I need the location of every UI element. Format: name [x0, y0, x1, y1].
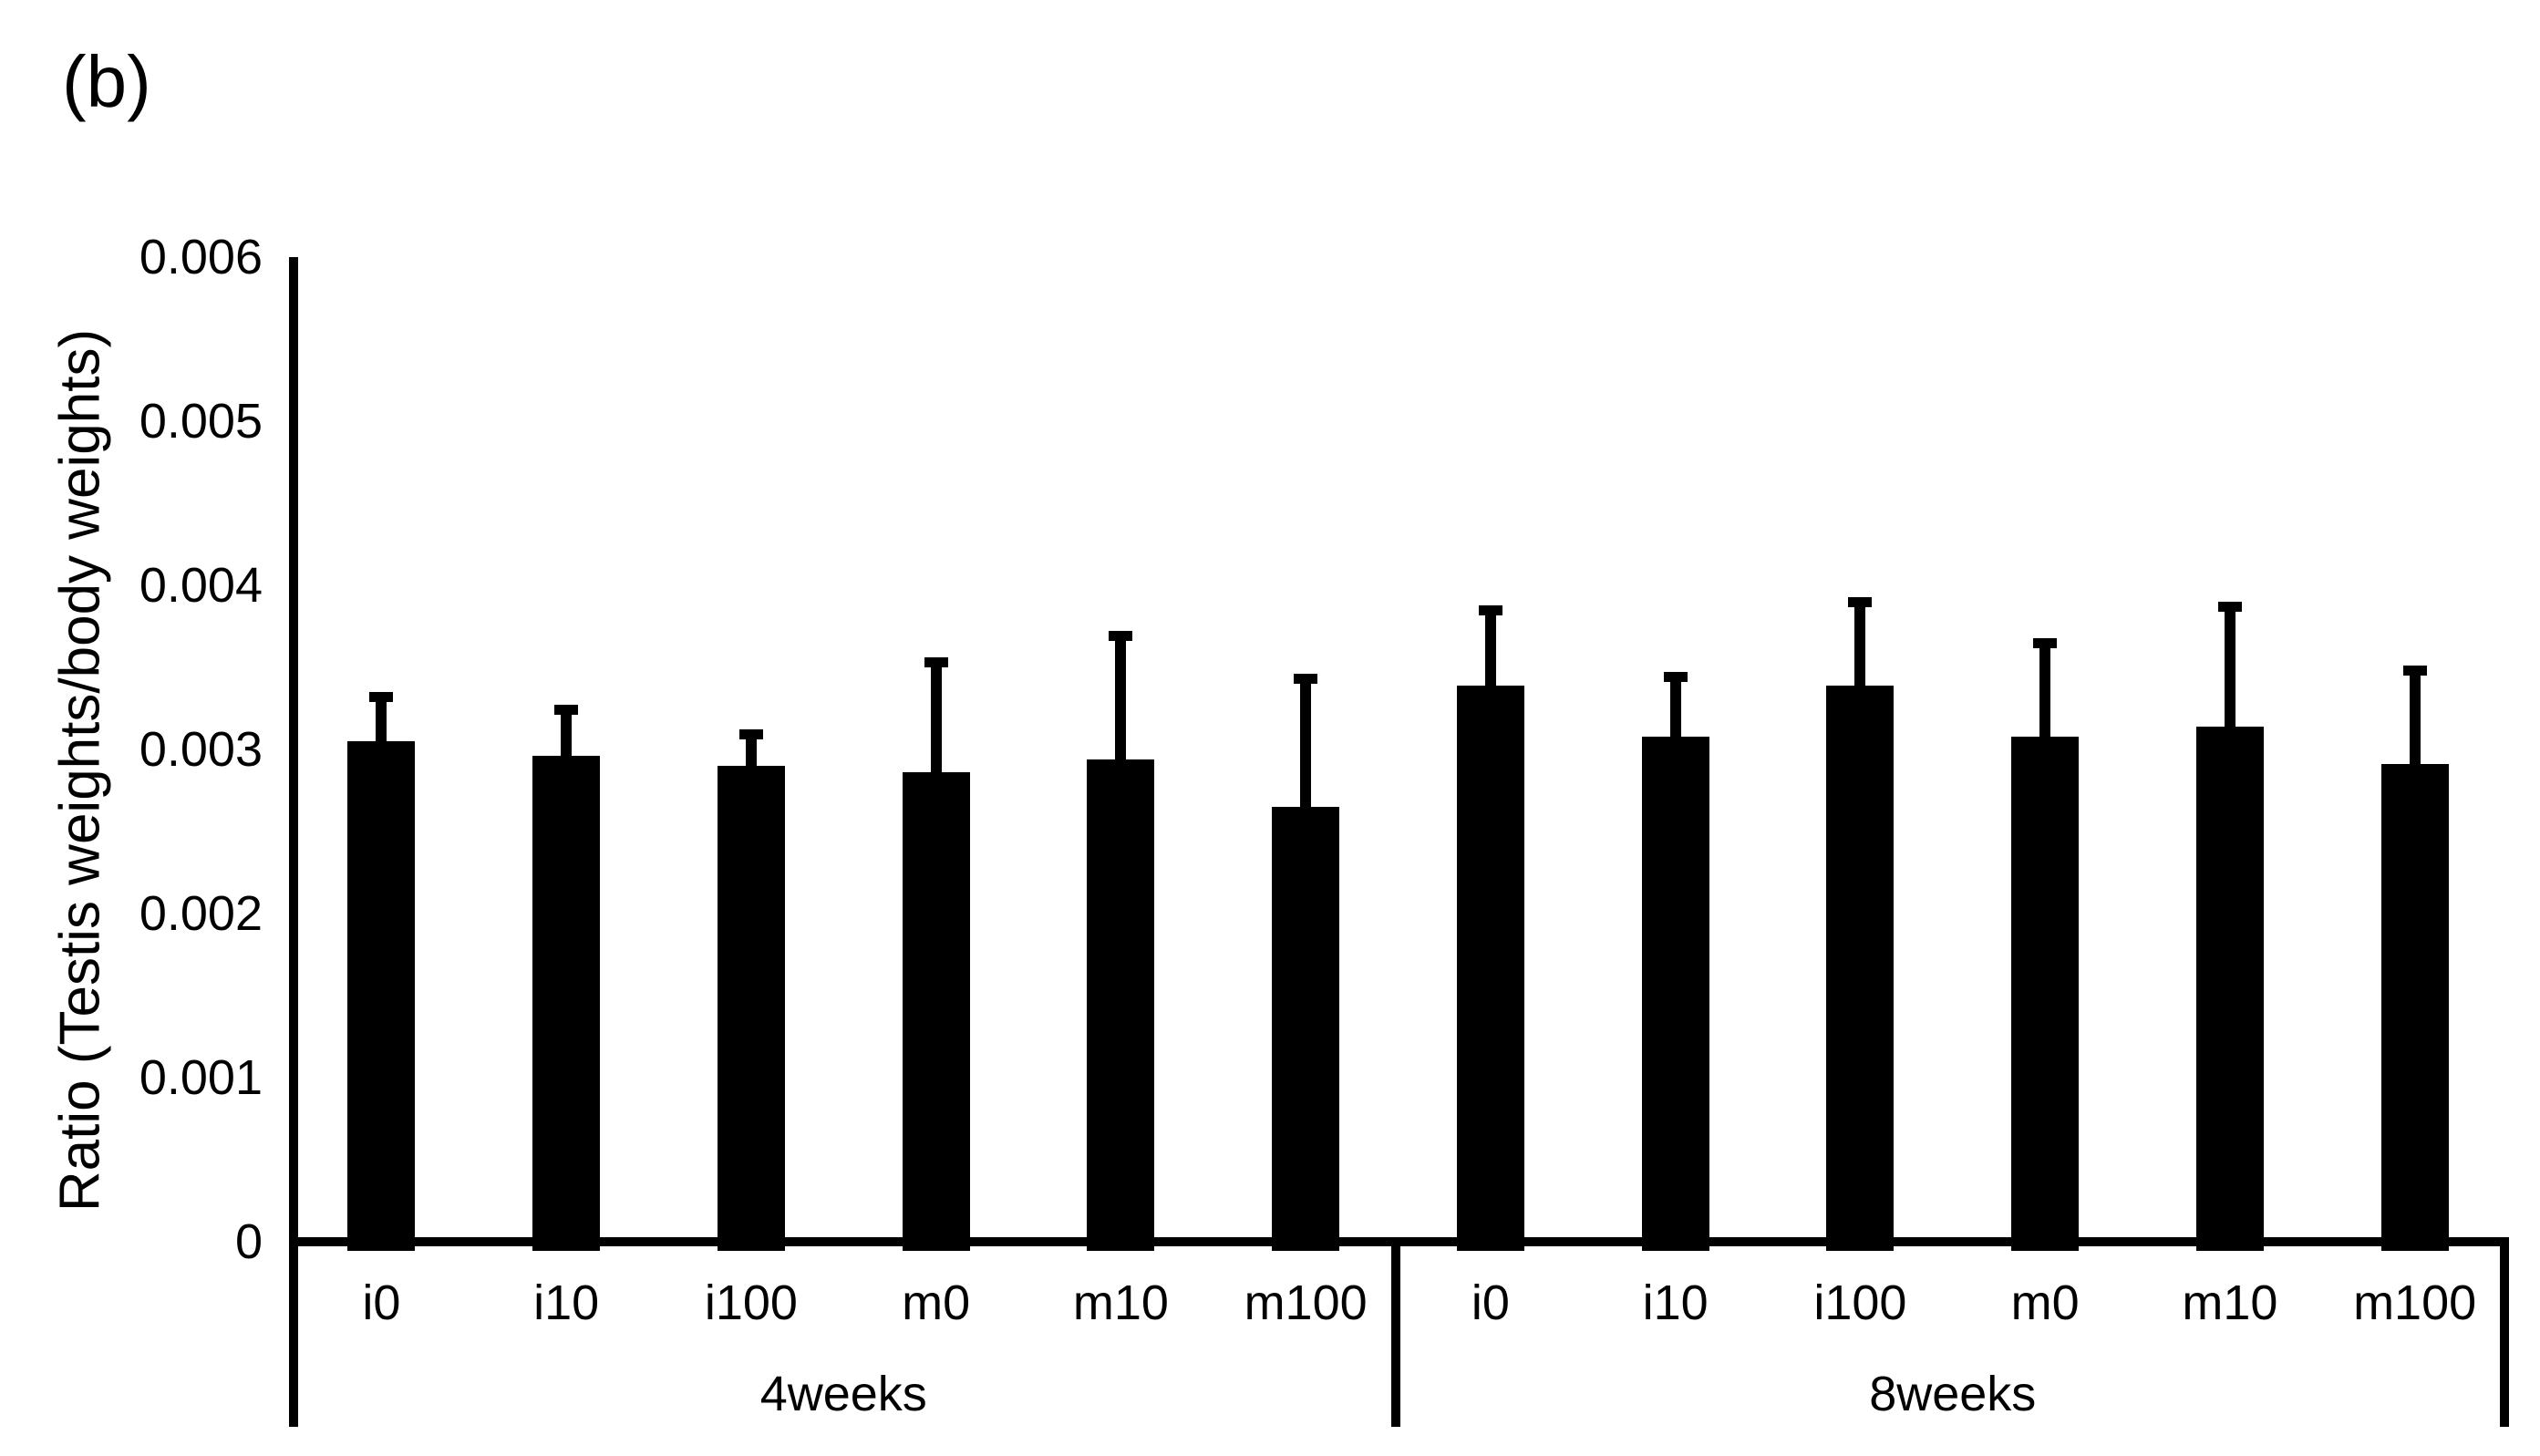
error-bar-cap	[1109, 631, 1133, 642]
error-bar-cap	[1294, 674, 1318, 685]
x-category-label: i100	[704, 1275, 798, 1330]
bar	[902, 772, 970, 1251]
y-tick-label: 0.006	[139, 230, 263, 284]
bar	[717, 766, 785, 1251]
y-tick-label: 0.005	[139, 394, 263, 449]
group-bracket-tick	[2500, 1237, 2509, 1427]
error-bar-stem	[1115, 631, 1127, 763]
bar	[2011, 736, 2080, 1251]
x-category-label: m100	[1244, 1275, 1368, 1330]
bar	[1456, 685, 1524, 1251]
error-bar-cap	[924, 657, 948, 668]
error-bar-stem	[1300, 674, 1312, 811]
error-bar-stem	[2039, 637, 2051, 740]
error-bar-cap	[2402, 666, 2427, 676]
x-category-label: m0	[2010, 1275, 2080, 1330]
error-bar-cap	[1848, 596, 1873, 607]
error-bar-stem	[930, 657, 942, 777]
bar	[2380, 764, 2449, 1251]
error-bar-cap	[738, 729, 763, 740]
error-bar-stem	[1854, 596, 1866, 689]
error-bar-cap	[2217, 602, 2242, 612]
error-bar-stem	[2409, 666, 2421, 769]
y-axis-line	[289, 257, 298, 1427]
group-label: 4weeks	[759, 1367, 927, 1421]
error-bar-cap	[2033, 637, 2058, 648]
x-category-label: i0	[1471, 1275, 1510, 1330]
panel-label: (b)	[62, 41, 151, 122]
x-category-label: m10	[1072, 1275, 1169, 1330]
x-category-label: i10	[533, 1275, 600, 1330]
error-bar-stem	[376, 692, 387, 745]
x-category-label: i10	[1642, 1275, 1709, 1330]
error-bar-stem	[2224, 602, 2235, 730]
y-tick-label: 0.004	[139, 558, 263, 613]
x-category-label: m0	[902, 1275, 971, 1330]
x-category-label: m10	[2182, 1275, 2278, 1330]
y-tick-label: 0.003	[139, 722, 263, 777]
error-bar-cap	[1663, 672, 1688, 683]
y-tick-label: 0	[234, 1214, 263, 1269]
bar	[347, 741, 416, 1251]
error-bar-stem	[561, 705, 573, 760]
y-tick-label: 0.002	[139, 886, 263, 941]
bar	[1087, 759, 1155, 1251]
group-label: 8weeks	[1869, 1367, 2037, 1421]
bar	[1641, 736, 1709, 1251]
x-category-label: m100	[2353, 1275, 2477, 1330]
group-bracket-tick	[1390, 1237, 1400, 1427]
x-category-label: i0	[362, 1275, 401, 1330]
error-bar-cap	[554, 705, 579, 716]
error-bar-cap	[369, 692, 394, 702]
y-tick-label: 0.001	[139, 1050, 263, 1105]
bar	[1826, 685, 1895, 1251]
bar	[1272, 807, 1340, 1251]
error-bar-stem	[1669, 672, 1681, 740]
error-bar-stem	[1484, 604, 1496, 689]
bar	[532, 756, 601, 1251]
x-category-label: i100	[1813, 1275, 1907, 1330]
error-bar-cap	[1478, 604, 1502, 615]
bar	[2195, 726, 2264, 1251]
